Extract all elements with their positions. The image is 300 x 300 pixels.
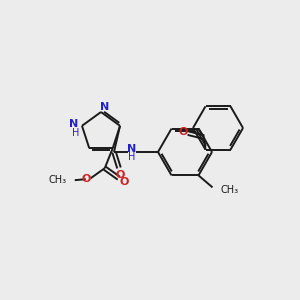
Text: CH₃: CH₃ xyxy=(49,175,67,185)
Text: N: N xyxy=(128,144,136,154)
Text: O: O xyxy=(115,170,125,180)
Text: H: H xyxy=(128,152,136,162)
Text: CH₃: CH₃ xyxy=(220,185,238,195)
Text: O: O xyxy=(119,177,128,187)
Text: N: N xyxy=(100,102,109,112)
Text: O: O xyxy=(178,127,188,137)
Text: H: H xyxy=(72,128,80,138)
Text: O: O xyxy=(81,174,90,184)
Text: N: N xyxy=(69,119,79,129)
